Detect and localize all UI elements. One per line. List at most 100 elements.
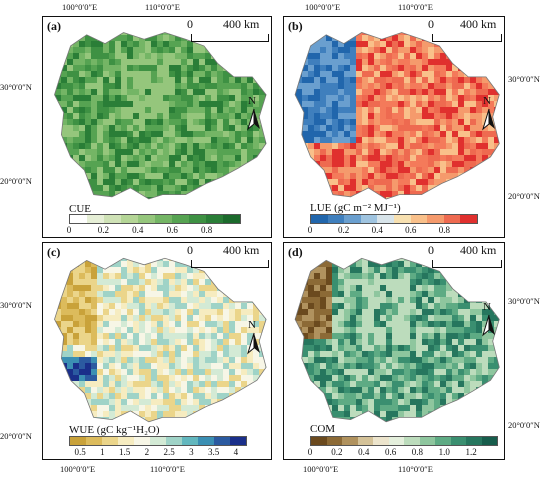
legend-swatch bbox=[172, 215, 189, 223]
color-legend bbox=[310, 214, 478, 224]
legend-swatch bbox=[104, 215, 121, 223]
legend-swatch bbox=[121, 215, 138, 223]
color-legend bbox=[310, 436, 498, 446]
region-outline bbox=[294, 32, 500, 200]
lat-20-left-a-label: 20°0′0″N bbox=[0, 176, 32, 186]
legend-tick-label: 0.2 bbox=[337, 225, 350, 235]
map-panel-cue: (a) 0 400 km N CUE 0 0.2 0.4 0.6 0.8 bbox=[42, 16, 272, 238]
scale-bar bbox=[191, 33, 269, 43]
scale-zero-label: 0 bbox=[187, 243, 193, 257]
legend-swatch bbox=[311, 215, 328, 223]
cue-map bbox=[54, 32, 267, 200]
region-raster bbox=[295, 32, 500, 199]
legend-swatch bbox=[443, 215, 461, 223]
lat-30-right-d-label: 30°0′0″N bbox=[508, 296, 540, 306]
legend-swatch bbox=[155, 215, 172, 223]
legend-tick-label: 1.2 bbox=[465, 447, 477, 457]
lon-110-top-right-label: 110°0′0″E bbox=[398, 2, 433, 12]
lue-map bbox=[294, 32, 500, 200]
legend-tick-label: 1.5 bbox=[119, 447, 131, 457]
scale-zero-label: 0 bbox=[187, 17, 193, 31]
legend-tick-label: 0.6 bbox=[405, 225, 417, 235]
legend-swatch bbox=[460, 215, 477, 223]
color-legend bbox=[69, 214, 241, 224]
lon-100-bottom-label: 100°0′0″E bbox=[60, 464, 96, 474]
lat-20-right-d-label: 20°0′0″N bbox=[508, 420, 540, 430]
region-outline bbox=[294, 257, 500, 423]
legend-title: WUE (gC kg⁻¹H₂O) bbox=[69, 424, 160, 436]
legend-swatch bbox=[189, 215, 206, 223]
legend-swatch bbox=[342, 437, 358, 445]
legend-tick-label: 2.5 bbox=[163, 447, 175, 457]
legend-tick-label: 0.4 bbox=[371, 225, 383, 235]
legend-swatch bbox=[311, 437, 327, 445]
com-map bbox=[294, 257, 500, 423]
lon-110-top-label: 110°0′0″E bbox=[145, 2, 180, 12]
panel-label: (a) bbox=[47, 19, 61, 33]
legend-tick-label: 1.0 bbox=[438, 447, 450, 457]
map-panel-wue: (c) 0 400 km N WUE (gC kg⁻¹H₂O) 0.5 1 1.5 2… bbox=[42, 242, 272, 460]
lon-110-bottom-label: 110°0′0″E bbox=[150, 464, 185, 474]
legend-swatch bbox=[70, 437, 86, 445]
legend-swatch bbox=[198, 437, 214, 445]
legend-tick-label: 0.5 bbox=[74, 447, 86, 457]
scale-distance-label: 400 km bbox=[223, 243, 260, 257]
scale-distance-label: 400 km bbox=[460, 243, 497, 257]
legend-tick-label: 0.8 bbox=[438, 225, 451, 235]
legend-swatch bbox=[344, 215, 361, 223]
legend-swatch bbox=[450, 437, 466, 445]
lat-30-left-c-label: 30°0′0″N bbox=[0, 300, 32, 310]
scale-distance-label: 400 km bbox=[223, 17, 260, 31]
legend-swatch bbox=[388, 437, 404, 445]
legend-swatch bbox=[326, 437, 342, 445]
legend-swatch bbox=[138, 215, 155, 223]
map-panel-lue: (b) 0 400 km N LUE (gC m⁻² MJ⁻¹) 0 0.2 0.4… bbox=[283, 16, 505, 238]
legend-tick-label: 0.2 bbox=[331, 447, 343, 457]
legend-swatch bbox=[427, 215, 444, 223]
legend-swatch bbox=[404, 437, 420, 445]
legend-tick-label: 1 bbox=[100, 447, 105, 457]
panel-label: (d) bbox=[288, 245, 303, 259]
legend-swatch bbox=[357, 437, 373, 445]
legend-swatch bbox=[481, 437, 497, 445]
lon-100-top-label: 100°0′0″E bbox=[62, 2, 98, 12]
legend-swatch bbox=[466, 437, 482, 445]
legend-tick-label: 3.5 bbox=[208, 447, 220, 457]
color-legend bbox=[69, 436, 247, 446]
legend-tick-label: 0 bbox=[307, 447, 313, 457]
north-label: N bbox=[483, 301, 491, 313]
north-arrow-icon: N bbox=[478, 301, 500, 337]
legend-title: CUE bbox=[69, 203, 91, 215]
legend-title: LUE (gC m⁻² MJ⁻¹) bbox=[310, 202, 401, 214]
lon-100-bottom-right-label: 100°0′0″E bbox=[303, 464, 339, 474]
scale-zero-label: 0 bbox=[428, 243, 434, 257]
legend-tick-label: 0.2 bbox=[97, 225, 110, 235]
legend-swatch bbox=[166, 437, 182, 445]
legend-swatch bbox=[360, 215, 378, 223]
north-arrow-icon: N bbox=[478, 95, 500, 131]
legend-swatch bbox=[393, 215, 411, 223]
map-panel-com: (d) 0 400 km N COM 0 0.2 0.4 0.6 0.8 1.0 1.2 bbox=[283, 242, 505, 460]
scale-bar bbox=[432, 33, 502, 43]
legend-swatch bbox=[373, 437, 389, 445]
scale-bar bbox=[432, 259, 502, 269]
lat-20-right-b-label: 20°0′0″N bbox=[508, 191, 540, 201]
legend-tick-label: 0.4 bbox=[132, 225, 144, 235]
panel-label: (b) bbox=[288, 19, 303, 33]
legend-tick-label: 4 bbox=[233, 447, 239, 457]
legend-swatch bbox=[87, 215, 104, 223]
lat-30-left-a-label: 30°0′0″N bbox=[0, 82, 32, 92]
legend-tick-label: 0 bbox=[307, 225, 313, 235]
legend-swatch bbox=[214, 437, 230, 445]
lat-20-left-c-label: 20°0′0″N bbox=[0, 431, 32, 441]
legend-tick-label: 0.8 bbox=[200, 225, 213, 235]
lon-100-top-right-label: 100°0′0″E bbox=[305, 2, 341, 12]
legend-swatch bbox=[435, 437, 451, 445]
scale-distance-label: 400 km bbox=[460, 17, 497, 31]
north-arrow-icon: N bbox=[243, 95, 265, 131]
legend-swatch bbox=[70, 215, 87, 223]
legend-swatch bbox=[150, 437, 166, 445]
legend-swatch bbox=[410, 215, 428, 223]
north-label: N bbox=[248, 95, 256, 107]
legend-tick-label: 2 bbox=[144, 447, 150, 457]
